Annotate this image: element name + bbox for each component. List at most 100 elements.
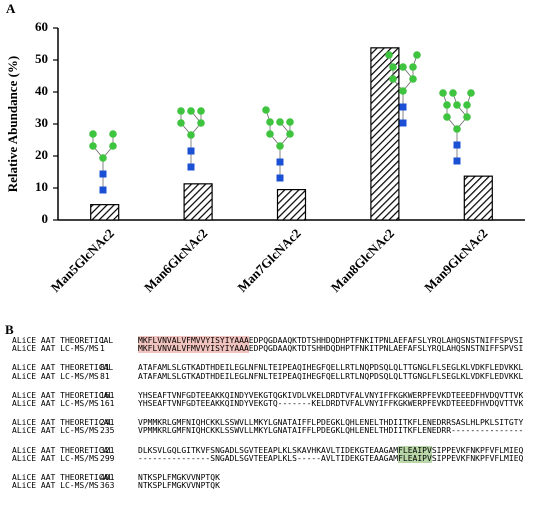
sequence: NTKSPLFMGKVVNPTQK	[138, 473, 220, 482]
glcnac	[453, 157, 461, 165]
chart: A B Relative Abundance (%) 0102030405060…	[5, 1, 525, 295]
y-tick-label: 10	[35, 179, 48, 194]
mannose	[443, 113, 451, 121]
mannose	[286, 130, 294, 138]
panel-label: B	[5, 322, 14, 337]
sequence: MKFLVNVALVFMVVYISYIYAAAEDPQGDAAQKTDTSHHD…	[138, 336, 523, 345]
sequence-start: 401	[100, 473, 115, 482]
sequence: MKFLVNVALVFMVVYISYIYAAAEDPQGDAAQKTDTSHHD…	[138, 344, 523, 354]
sequence-segment: MKFLVNVALVFMVVYISYIYAAA	[138, 344, 249, 354]
sequence-name: ALiCE AAT LC-MS/MS	[12, 371, 99, 381]
bar	[463, 175, 493, 221]
bar	[276, 189, 307, 221]
sequence-start: 1	[100, 336, 105, 345]
y-tick-label: 30	[35, 115, 48, 130]
y-axis-label: Relative Abundance (%)	[5, 56, 20, 193]
glcnac	[187, 163, 195, 171]
sequence-segment: FLEAIPV	[398, 453, 432, 463]
mannose	[389, 63, 397, 71]
bar	[370, 47, 400, 221]
sequence-start: 161	[100, 399, 115, 408]
mannose	[197, 107, 205, 115]
sequence: ---------------SNGADLSGVTEEAPLKLS-----AV…	[138, 453, 523, 463]
glcnac	[187, 147, 195, 155]
sequence-segment: DLKSVLGQLGITKVFSNGADLSGVTEEAPLKLSKAVHKAV…	[138, 445, 399, 455]
mannose	[443, 101, 451, 109]
sequence-segment: YHSEAFTVNFGDTEEAKKQINDYVEKGTQ-------KELD…	[138, 399, 524, 408]
sequence-name: ALiCE AAT THEORETICAL	[12, 336, 114, 345]
y-tick-label: 50	[35, 51, 48, 66]
sequence-name: ALiCE AAT THEORETICAL	[12, 418, 114, 428]
sequence: NTKSPLFMGKVVNPTQK	[138, 481, 220, 490]
sequence: VPMMKRLGMFNIQHCKKLSSWVLLMKYLGNATAIFFLPDE…	[138, 426, 523, 435]
sequence-segment: VPMMKRLGMFNIQHCKKLSSWVLLMKYLGNATAIFFLPDE…	[138, 418, 524, 428]
sequence-start: 235	[100, 426, 115, 436]
sequence-start: 321	[100, 445, 115, 455]
sequence: DLKSVLGQLGITKVFSNGADLSGVTEEAPLKLSKAVHKAV…	[138, 445, 524, 455]
sequence-segment: SIPPEVKFNKPFVFLMIEQ	[431, 445, 524, 455]
mannose	[286, 118, 294, 126]
panel-label: A	[6, 1, 16, 16]
y-tick-label: 0	[42, 211, 49, 226]
mannose	[409, 75, 417, 83]
x-tick-label: Man5GlcNAc2	[48, 226, 117, 295]
sequence-name: ALiCE AAT LC-MS/MS	[12, 344, 99, 354]
glycan-icon	[262, 106, 294, 182]
sequence-segment: ATAFAMLSLGTKADTHDEILEGLNFNLTEIPEAQIHEGFQ…	[138, 371, 524, 381]
mannose	[389, 75, 397, 83]
glcnac	[99, 186, 107, 194]
mannose	[187, 107, 195, 115]
mannose	[439, 89, 447, 97]
glcnac	[399, 119, 407, 127]
mannose	[409, 63, 417, 71]
glcnac	[276, 158, 284, 166]
mannose	[467, 89, 475, 97]
sequence-start: 1	[100, 344, 105, 354]
glycan-icon	[177, 107, 205, 171]
sequence-name: ALiCE AAT LC-MS/MS	[12, 453, 99, 463]
mannose	[276, 142, 284, 150]
mannose	[187, 131, 195, 139]
mannose	[266, 118, 274, 126]
mannose	[449, 89, 457, 97]
sequence-segment: MKFLVNVALVFMVVYISYIYAAA	[138, 336, 249, 345]
sequence-name: ALiCE AAT LC-MS/MS	[12, 481, 99, 491]
sequence-segment: EDPQGDAAQKTDTSHHDQDHPTFNKITPNLAEFAFSLYRQ…	[248, 336, 524, 345]
x-tick-label: Man7GlcNAc2	[234, 226, 303, 295]
sequence-start: 81	[100, 371, 110, 381]
sequence-name: ALiCE AAT THEORETICAL	[12, 390, 114, 400]
mannose	[109, 130, 117, 138]
glcnac	[453, 141, 461, 149]
glycan-icon	[439, 89, 475, 165]
sequence-segment: NTKSPLFMGKVVNPTQK	[138, 473, 220, 482]
mannose	[177, 119, 185, 127]
glycan-icon	[89, 130, 117, 194]
mannose	[89, 142, 97, 150]
y-tick-label: 40	[35, 83, 48, 98]
x-tick-label: Man8GlcNAc2	[328, 226, 397, 295]
y-tick-label: 20	[35, 147, 48, 162]
sequence-start: 363	[100, 481, 115, 491]
sequence-segment: NTKSPLFMGKVVNPTQK	[138, 481, 220, 491]
sequence-segment: FLEAIPV	[398, 445, 432, 455]
mannose	[463, 113, 471, 121]
glcnac	[99, 170, 107, 178]
sequence-segment: VPMMKRLGMFNIQHCKKLSSWVLLMKYLGNATAIFFLPDE…	[138, 426, 524, 436]
y-tick-label: 60	[35, 19, 48, 34]
mannose	[177, 107, 185, 115]
mannose	[99, 154, 107, 162]
x-tick-label: Man6GlcNAc2	[141, 226, 210, 295]
mannose	[453, 101, 461, 109]
mannose	[399, 87, 407, 95]
sequence-segment: YHSEAFTVNFGDTEEAKKQINDYVEKGTQGKIVDLVKELD…	[138, 390, 524, 400]
sequence-name: ALiCE AAT THEORETICAL	[12, 363, 114, 373]
sequence-segment: ---------------SNGADLSGVTEEAPLKLS-----AV…	[138, 453, 399, 463]
sequence: VPMMKRLGMFNIQHCKKLSSWVLLMKYLGNATAIFFLPDE…	[138, 418, 523, 427]
sequence-segment: ATAFAMLSLGTKADTHDEILEGLNFNLTEIPEAQIHEGFQ…	[138, 363, 524, 373]
mannose	[109, 142, 117, 150]
glycan-icon	[385, 51, 421, 127]
mannose	[463, 101, 471, 109]
mannose	[399, 63, 407, 71]
glcnac	[276, 174, 284, 182]
